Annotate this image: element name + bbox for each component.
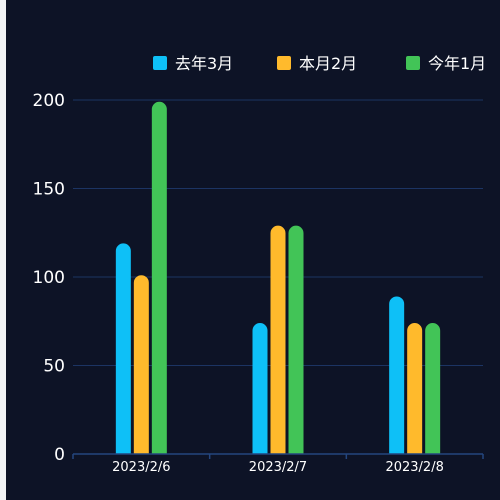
- bar-2023/2/7-今年1月[interactable]: [288, 225, 304, 454]
- x-tick-label: 2023/2/6: [112, 460, 170, 475]
- bar-2023/2/8-去年3月[interactable]: [389, 296, 405, 454]
- bar-2023/2/6-今年1月[interactable]: [151, 101, 167, 454]
- legend-item[interactable]: 本月2月: [277, 54, 357, 73]
- bar-2023/2/8-本月2月[interactable]: [407, 323, 423, 454]
- y-tick-label: 100: [33, 268, 65, 288]
- legend-swatch: [406, 56, 420, 70]
- chart-panel: 0 50 100 150 200 2023/2/6 2023/2/7 2023/2/8 去年…: [6, 0, 500, 500]
- y-tick-label: 200: [33, 91, 65, 111]
- y-tick-label: 0: [54, 445, 65, 465]
- bar-2023/2/7-去年3月[interactable]: [252, 323, 268, 454]
- legend-swatch: [153, 56, 167, 70]
- x-tick-label: 2023/2/8: [385, 460, 443, 475]
- legend[interactable]: 去年3月 本月2月 今年1月: [153, 54, 486, 73]
- y-tick-label: 50: [43, 357, 65, 377]
- legend-label: 去年3月: [175, 54, 233, 73]
- bar-2023/2/6-本月2月[interactable]: [133, 275, 149, 454]
- bar-chart: 0 50 100 150 200 2023/2/6 2023/2/7 2023/2/8 去年…: [33, 54, 487, 475]
- y-tick-label: 150: [33, 180, 65, 200]
- x-axis: 2023/2/6 2023/2/7 2023/2/8: [72, 453, 484, 475]
- legend-item[interactable]: 今年1月: [406, 54, 486, 73]
- legend-label: 本月2月: [299, 54, 357, 73]
- legend-label: 今年1月: [428, 54, 486, 73]
- x-tick-label: 2023/2/7: [249, 460, 307, 475]
- bars: [115, 101, 441, 454]
- legend-swatch: [277, 56, 291, 70]
- y-axis-ticks: 0 50 100 150 200: [33, 91, 65, 465]
- bar-2023/2/7-本月2月[interactable]: [270, 225, 286, 454]
- bar-2023/2/6-去年3月[interactable]: [115, 243, 131, 454]
- bar-2023/2/8-今年1月[interactable]: [425, 323, 441, 454]
- legend-item[interactable]: 去年3月: [153, 54, 233, 73]
